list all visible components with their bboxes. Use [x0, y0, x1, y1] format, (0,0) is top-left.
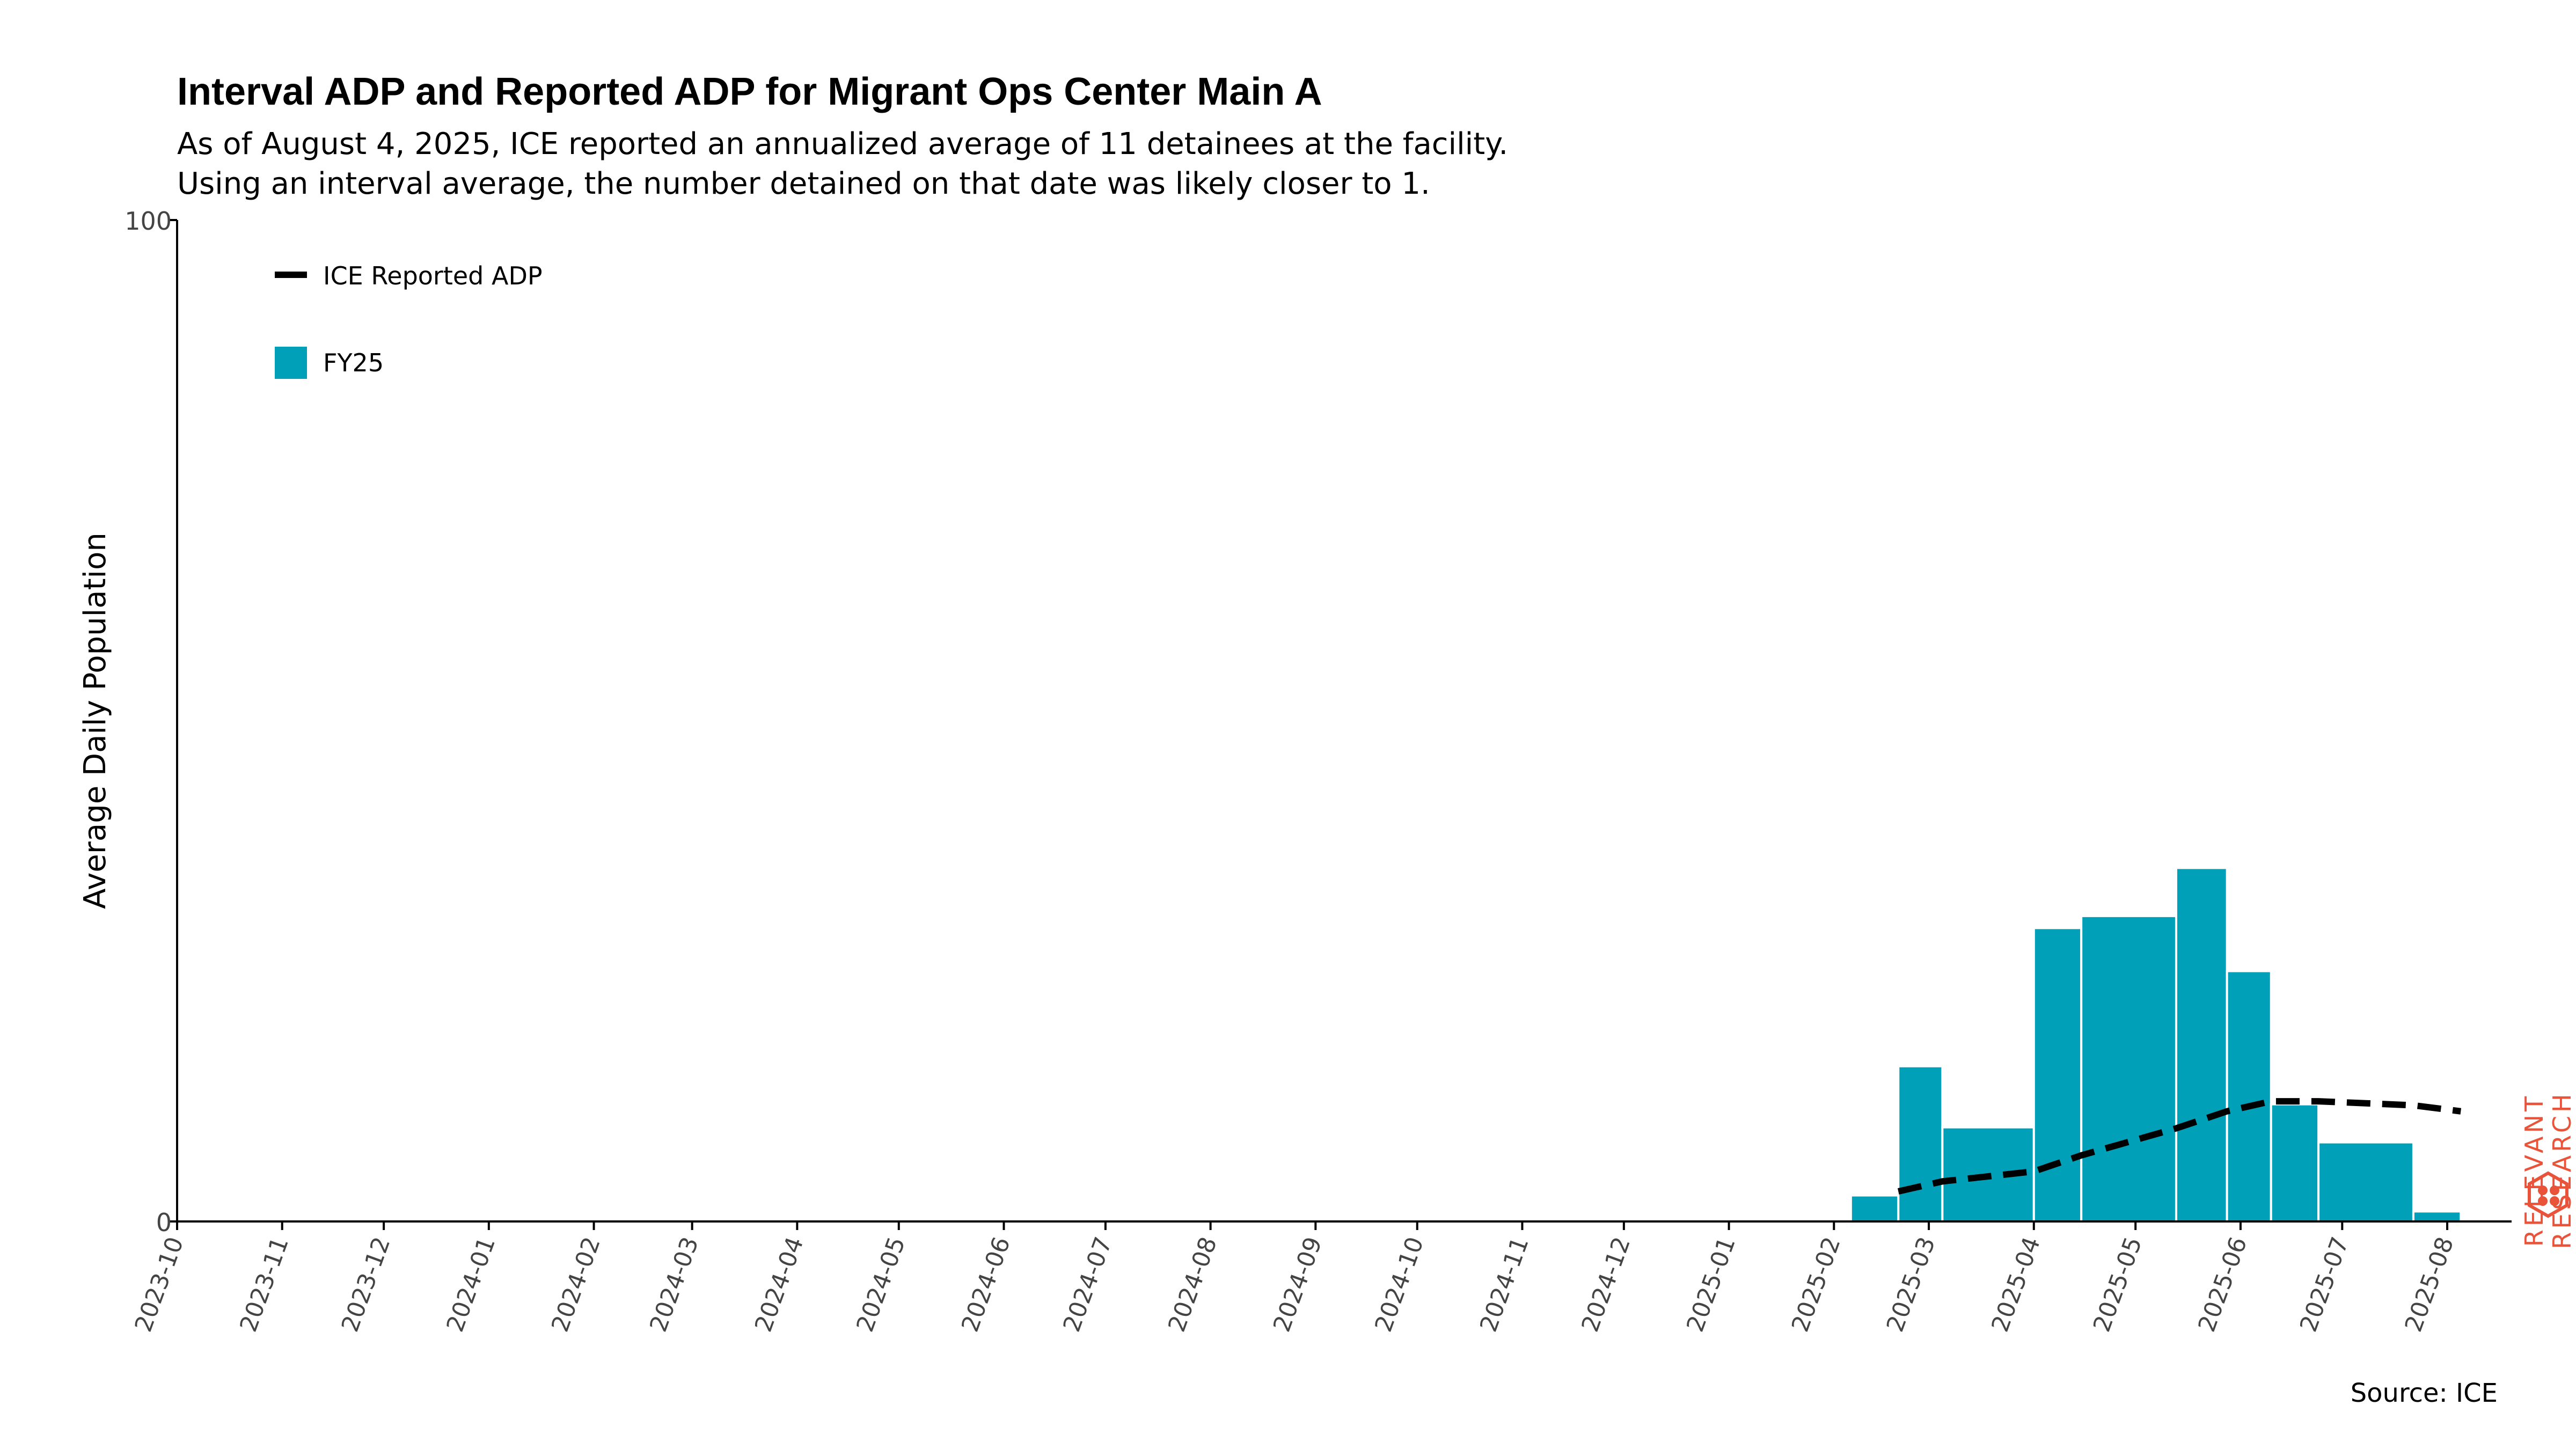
x-tick-label: 2024-04 — [750, 1233, 809, 1335]
x-tick-label: 2024-03 — [645, 1233, 704, 1335]
x-tick-label: 2024-05 — [851, 1233, 911, 1335]
legend-label-fy25: FY25 — [323, 348, 384, 377]
line-layer — [1897, 1098, 2462, 1195]
y-axis-label: Average Daily Population — [78, 532, 113, 909]
brand-logo: RELEVANT RESEARCH — [2520, 1091, 2576, 1249]
legend-label-reported-adp: ICE Reported ADP — [323, 261, 543, 290]
x-tick-label: 2023-12 — [336, 1233, 396, 1335]
y-tick-label: 0 — [156, 1208, 172, 1237]
x-tick-label: 2025-02 — [1787, 1233, 1846, 1335]
chart-title: Interval ADP and Reported ADP for Migran… — [177, 70, 1322, 113]
legend: ICE Reported ADP FY25 — [275, 261, 543, 379]
y-ticks: 0 100 — [125, 207, 177, 1237]
x-tick-label: 2025-05 — [2088, 1233, 2148, 1335]
x-tick-label: 2024-11 — [1475, 1233, 1534, 1335]
x-tick-label: 2025-08 — [2400, 1233, 2460, 1335]
reported-adp-line — [1897, 1098, 2462, 1195]
x-tick-label: 2025-04 — [1986, 1233, 2046, 1335]
bar-1 — [1849, 1194, 1900, 1223]
x-tick-label: 2023-10 — [130, 1233, 189, 1335]
x-tick-label: 2024-06 — [956, 1233, 1016, 1335]
bar-4 — [2032, 927, 2083, 1223]
x-tick-label: 2024-12 — [1576, 1233, 1636, 1335]
bar-8 — [2270, 1103, 2320, 1223]
bar-5 — [2080, 914, 2177, 1223]
x-tick-label: 2024-07 — [1058, 1233, 1117, 1335]
x-tick-label: 2024-08 — [1163, 1233, 1223, 1335]
x-tick-label: 2025-01 — [1681, 1233, 1741, 1335]
x-tick-label: 2025-06 — [2193, 1233, 2252, 1335]
hexagon-logo-icon — [2528, 1171, 2568, 1218]
x-tick-label: 2025-03 — [1882, 1233, 1941, 1335]
bar-9 — [2317, 1141, 2414, 1223]
x-tick-label: 2024-02 — [546, 1233, 606, 1335]
chart-subtitle-line-2: Using an interval average, the number de… — [177, 166, 1430, 201]
x-tick-label: 2024-10 — [1370, 1233, 1429, 1335]
x-tick-label: 2024-01 — [441, 1233, 501, 1335]
x-tick-label: 2024-09 — [1268, 1233, 1328, 1335]
legend-bar-swatch — [275, 347, 307, 379]
x-tick-label: 2023-11 — [235, 1233, 294, 1335]
y-tick-label: 100 — [125, 207, 172, 236]
bar-6 — [2175, 867, 2228, 1223]
chart-subtitle-line-1: As of August 4, 2025, ICE reported an an… — [177, 127, 1509, 162]
brand-text-research: RESEARCH — [2548, 1091, 2576, 1249]
brand-text-relevant: RELEVANT — [2520, 1093, 2549, 1247]
bars-layer — [1849, 867, 2462, 1223]
bar-2 — [1897, 1065, 1944, 1223]
bar-7 — [2226, 970, 2272, 1223]
x-ticks: 2023-10 2023-11 2023-12 2024-01 2024-02 2024-… — [130, 1221, 2460, 1336]
x-tick-label: 2025-07 — [2295, 1233, 2354, 1335]
bar-10 — [2412, 1210, 2462, 1223]
source-note: Source: ICE — [2350, 1378, 2498, 1408]
